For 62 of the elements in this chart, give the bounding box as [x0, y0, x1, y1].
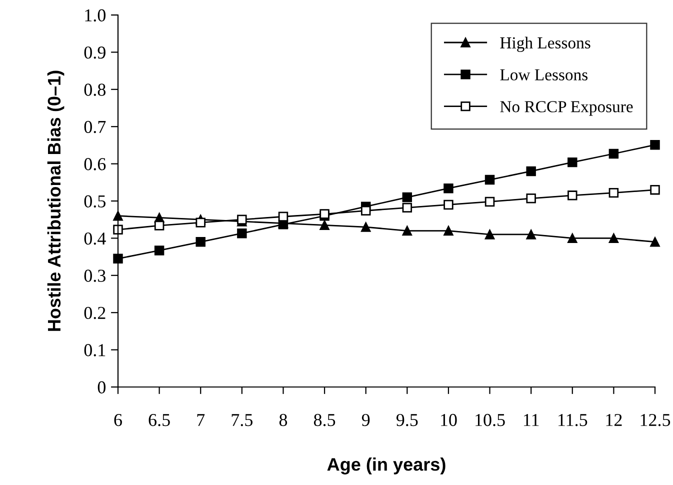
point: [484, 230, 495, 240]
y-tick-label: 0.8: [84, 84, 106, 96]
x-tick-label: 11: [524, 414, 539, 426]
x-tick-label: 8: [279, 414, 288, 426]
point: [608, 233, 619, 244]
x-tick-label: 7: [197, 414, 205, 426]
point: [444, 183, 454, 194]
point: [526, 166, 536, 176]
x-tick-label: 8.5: [314, 414, 336, 426]
x-tick-label: 6.5: [148, 414, 170, 426]
y-tick-label: 1.0: [85, 9, 106, 22]
y-tick-label: 0.2: [84, 306, 106, 320]
point: [402, 192, 412, 202]
point: [608, 188, 619, 198]
x-tick-label: 12.5: [640, 414, 670, 426]
point: [196, 237, 206, 247]
point: [154, 246, 164, 256]
y-tick-label: 0.6: [84, 158, 106, 170]
point: [360, 222, 371, 232]
x-tick-label: 10: [441, 414, 457, 426]
y-axis-title: Hostile Attributional Bias (0–1): [47, 70, 64, 331]
y-tick-label: 0.9: [84, 46, 106, 59]
x-tick-label: 11.5: [558, 414, 588, 426]
point: [113, 224, 123, 235]
legend-label: No RCCP Exposure: [500, 101, 633, 116]
y-tick-label: 0.5: [84, 195, 106, 208]
y-tick-label: 0.3: [84, 270, 106, 282]
point: [568, 157, 578, 168]
legend-label: High Lessons: [500, 36, 590, 52]
y-tick-label: 0.7: [84, 120, 106, 134]
point: [608, 148, 619, 159]
x-tick-label: 10.5: [476, 414, 505, 426]
y-tick-label: 0.4: [84, 232, 106, 245]
point: [237, 228, 247, 238]
point: [320, 220, 330, 230]
point: [402, 202, 412, 213]
point: [154, 220, 164, 230]
x-tick-label: 6: [114, 414, 122, 426]
point: [278, 212, 288, 222]
y-tick-label: 0: [98, 381, 106, 394]
point: [568, 233, 578, 244]
point: [568, 190, 578, 200]
point: [650, 184, 660, 195]
x-tick-label: 12: [606, 414, 622, 426]
point: [444, 200, 454, 210]
point: [484, 196, 495, 207]
x-tick-label: 9.5: [396, 414, 418, 426]
point: [526, 230, 536, 240]
point: [196, 218, 206, 228]
x-tick-label: 9: [362, 414, 370, 426]
point: [526, 194, 536, 204]
x-tick-label: 7.5: [232, 414, 253, 426]
point: [650, 140, 660, 150]
point: [484, 174, 495, 185]
legend-label: Low Lessons: [500, 69, 588, 80]
point: [402, 226, 412, 236]
point: [444, 226, 454, 236]
point: [360, 206, 371, 216]
x-axis-title: Age (in years): [327, 458, 446, 474]
point: [650, 237, 660, 247]
point: [113, 254, 123, 264]
y-tick-label: 0.1: [84, 344, 106, 356]
